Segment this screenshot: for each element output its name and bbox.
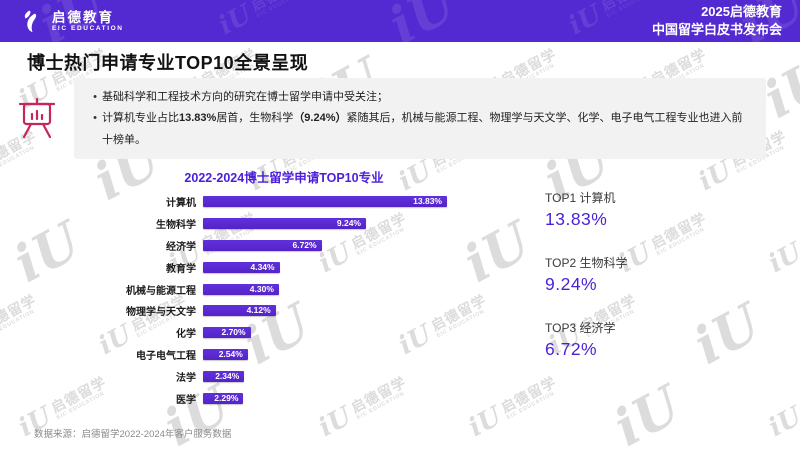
- highlight-rank-label: TOP3 经济学: [545, 321, 616, 335]
- summary-bullet: • 基础科学和工程技术方向的研究在博士留学申请中受关注；: [88, 87, 748, 108]
- bar-value-label: 13.83%: [413, 196, 442, 207]
- bar-category-label: 电子电气工程: [136, 350, 196, 362]
- data-source-note: 数据来源：启德留学2022-2024年客户服务数据: [34, 429, 232, 440]
- page-title: 博士热门申请专业TOP10全景呈现: [27, 53, 309, 73]
- bar: 2.29%: [203, 392, 244, 404]
- highlight-value: 9.24%: [545, 274, 598, 294]
- eic-logo-icon: [24, 10, 37, 32]
- bar: 13.83%: [203, 196, 447, 208]
- bar: 4.12%: [203, 305, 276, 317]
- highlight-block: TOP3 经济学 6.72%: [545, 319, 627, 360]
- bar-row: 电子电气工程 2.54%: [106, 344, 526, 366]
- bar-category-label: 经济学: [166, 241, 196, 253]
- event-title-line1: 2025启德教育: [701, 4, 782, 20]
- bullet-text: 计算机专业占比13.83%居首，生物科学（9.24%）紧随其后，机械与能源工程、…: [102, 112, 743, 146]
- presentation-board-icon: [16, 95, 58, 148]
- highlight-value: 13.83%: [545, 209, 608, 229]
- bar-row: 医学 2.29%: [106, 387, 526, 409]
- bar-row: 生物科学 9.24%: [106, 213, 526, 235]
- bar-row: 计算机 13.83%: [106, 191, 526, 213]
- chart-title: 2022-2024博士留学申请TOP10专业: [184, 171, 384, 185]
- bar-value-label: 4.12%: [246, 305, 271, 316]
- bar-row: 物理学与天文学 4.12%: [106, 300, 526, 322]
- bar-row: 机械与能源工程 4.30%: [106, 278, 526, 300]
- bar-value-label: 4.30%: [249, 283, 274, 294]
- bar: 2.34%: [203, 370, 245, 382]
- top3-highlights: TOP1 计算机 13.83% TOP2 生物科学 9.24% TOP3 经济学 6.72…: [545, 189, 627, 384]
- event-title: 2025启德教育 中国留学白皮书发布会: [652, 3, 782, 38]
- bar-category-label: 生物科学: [156, 220, 196, 232]
- bar-category-label: 化学: [176, 329, 196, 341]
- bar-value-label: 2.54%: [218, 348, 243, 359]
- bar: 4.30%: [203, 283, 279, 295]
- event-title-line2: 中国留学白皮书发布会: [651, 22, 782, 37]
- bullet-text: 基础科学和工程技术方向的研究在博士留学申请中受关注；: [102, 91, 388, 103]
- bullet-marker: •: [93, 112, 97, 125]
- bar: 4.34%: [203, 261, 280, 273]
- logo-name-cn: 启德教育: [52, 9, 114, 25]
- bar: 6.72%: [203, 239, 322, 251]
- highlight-rank-label: TOP2 生物科学: [545, 256, 628, 270]
- summary-panel: • 基础科学和工程技术方向的研究在博士留学申请中受关注； • 计算机专业占比13.83…: [74, 78, 766, 160]
- highlight-rank-label: TOP1 计算机: [545, 191, 616, 205]
- bar-value-label: 2.29%: [214, 392, 239, 403]
- summary-bullet: • 计算机专业占比13.83%居首，生物科学（9.24%）紧随其后，机械与能源工程…: [88, 108, 748, 151]
- bar-value-label: 2.70%: [221, 327, 246, 338]
- bar-category-label: 计算机: [166, 198, 196, 210]
- bar-category-label: 教育学: [166, 263, 196, 275]
- logo-text: 启德教育 EIC EDUCATION: [52, 10, 124, 33]
- bar: 2.54%: [203, 348, 248, 360]
- logo-name-en: EIC EDUCATION: [52, 25, 124, 33]
- bar-value-label: 2.34%: [215, 370, 240, 381]
- bar-row: 化学 2.70%: [106, 322, 526, 344]
- bar-category-label: 医学: [176, 394, 196, 406]
- bar: 9.24%: [203, 218, 366, 230]
- highlight-block: TOP2 生物科学 9.24%: [545, 254, 627, 295]
- bar-value-label: 4.34%: [250, 261, 275, 272]
- bar-row: 经济学 6.72%: [106, 235, 526, 257]
- bar-value-label: 9.24%: [336, 218, 361, 229]
- bar-value-label: 6.72%: [292, 239, 317, 250]
- bar-chart: 计算机 13.83% 生物科学 9.24% 经济学 6.72% 教育学 4.34% 机械与能源工…: [106, 191, 526, 409]
- highlight-value: 6.72%: [545, 339, 598, 359]
- bar-category-label: 机械与能源工程: [126, 285, 196, 297]
- brand-logo: 启德教育 EIC EDUCATION: [18, 8, 124, 35]
- bar-row: 法学 2.34%: [106, 365, 526, 387]
- bar: 2.70%: [203, 327, 251, 339]
- bar-category-label: 法学: [176, 372, 196, 384]
- bar-row: 教育学 4.34%: [106, 256, 526, 278]
- bullet-marker: •: [93, 91, 97, 103]
- highlight-block: TOP1 计算机 13.83%: [545, 189, 627, 230]
- bar-category-label: 物理学与天文学: [126, 307, 196, 319]
